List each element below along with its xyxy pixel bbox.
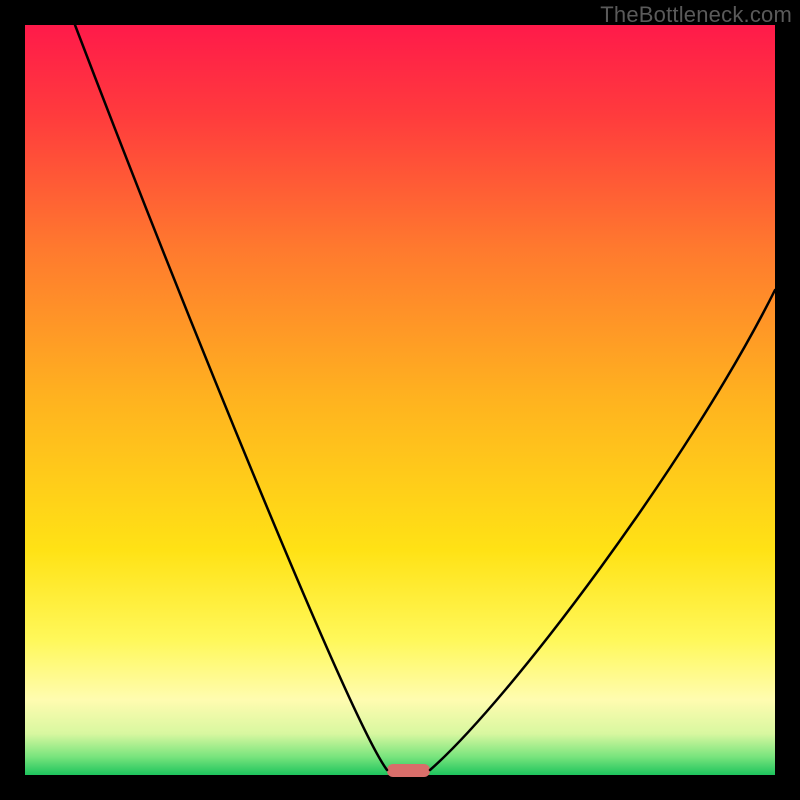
watermark-text: TheBottleneck.com [600, 2, 792, 28]
chart-container: TheBottleneck.com [0, 0, 800, 800]
optimal-range-marker [387, 764, 430, 777]
plot-gradient-area [25, 25, 775, 775]
bottleneck-chart-svg [0, 0, 800, 800]
